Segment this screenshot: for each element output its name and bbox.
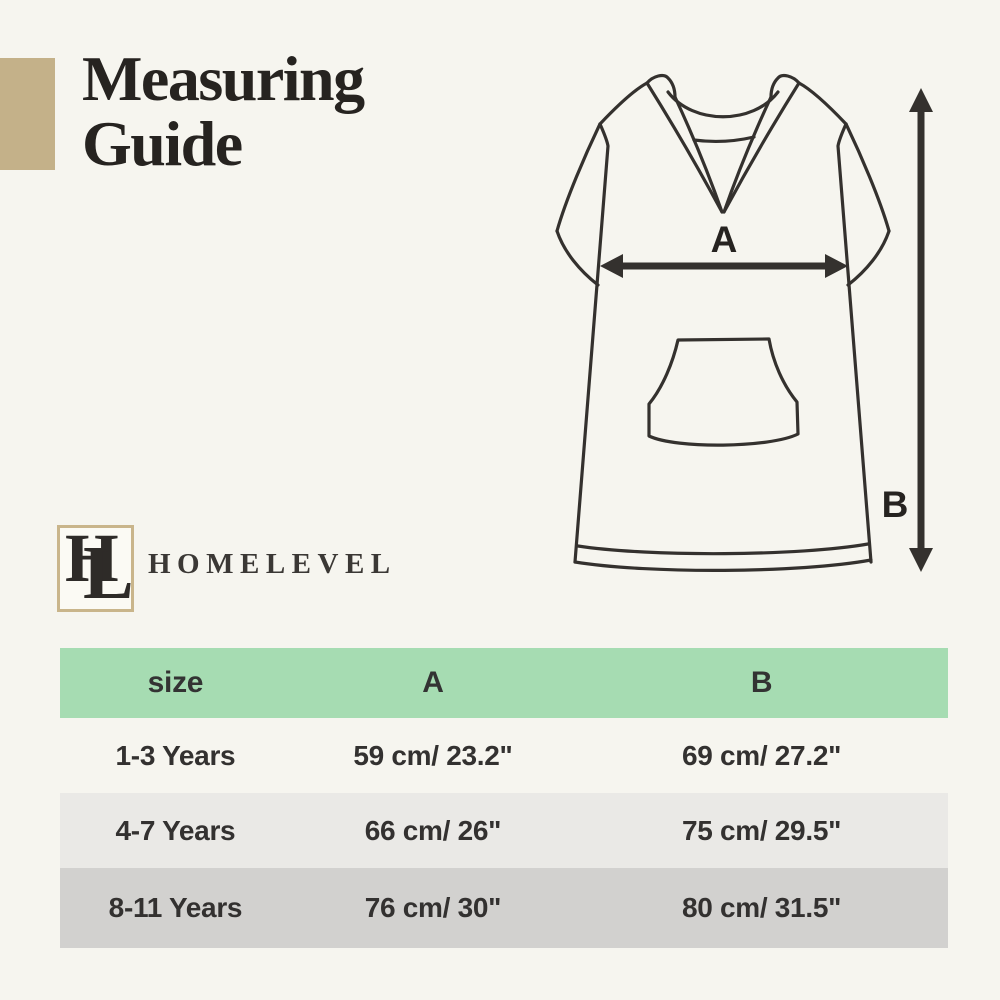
- table-row: 1-3 Years 59 cm/ 23.2" 69 cm/ 27.2": [60, 718, 948, 793]
- measure-b-cell: 80 cm/ 31.5": [681, 892, 842, 923]
- column-header-b: B: [750, 666, 773, 699]
- logo-monogram-l: L: [83, 531, 134, 615]
- page-title-line2: Guide: [82, 108, 243, 179]
- table-row: 4-7 Years 66 cm/ 26" 75 cm/ 29.5": [60, 793, 948, 868]
- measure-a-cell: 59 cm/ 23.2": [353, 739, 513, 771]
- page-title: Measuring Guide: [82, 43, 365, 179]
- column-header-a: A: [422, 666, 444, 699]
- column-header-size: size: [147, 666, 204, 699]
- brand-name: HOMELEVEL: [148, 548, 397, 580]
- size-cell: 1-3 Years: [115, 739, 236, 771]
- size-cell: 4-7 Years: [115, 814, 236, 846]
- logo-monogram-h: H: [65, 520, 119, 596]
- pocket-outline: [647, 337, 800, 447]
- garment-outline: [555, 73, 891, 572]
- width-arrow: [600, 254, 848, 278]
- height-arrow: [909, 88, 933, 572]
- measure-b-cell: 69 cm/ 27.2": [681, 739, 842, 771]
- measure-a-cell: 76 cm/ 30": [364, 892, 502, 923]
- width-arrow-label: A: [711, 219, 738, 260]
- brand-logo: H L: [57, 520, 134, 615]
- size-table-header: size A B: [60, 648, 948, 718]
- size-cell: 8-11 Years: [108, 892, 243, 923]
- size-table: size A B 1-3 Years 59 cm/ 23.2" 69 cm/ 2…: [60, 648, 948, 948]
- height-arrow-label: B: [882, 484, 909, 525]
- table-row: 8-11 Years 76 cm/ 30" 80 cm/ 31.5": [60, 868, 948, 948]
- accent-block: [0, 58, 55, 170]
- measure-b-cell: 75 cm/ 29.5": [681, 814, 842, 846]
- measure-a-cell: 66 cm/ 26": [364, 814, 502, 846]
- page-title-line1: Measuring: [82, 43, 365, 114]
